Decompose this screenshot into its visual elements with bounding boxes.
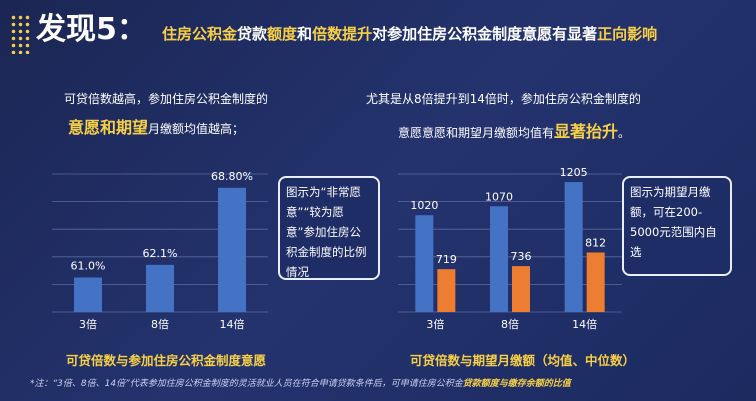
x-tick-label: 14倍 [220,317,245,331]
subtitle-segment: 和 [297,25,313,43]
bar [512,266,530,312]
right-text-2: 意愿意愿和期望月缴额均值有显著抬升。 [398,118,630,142]
value-label: 719 [436,253,457,266]
callout: 图示为期望月缴额，可在200-5000元范围内自选 [622,176,732,276]
subtitle-segment: 正向影响 [597,25,658,43]
callout: 图示为“非常愿意”“较为愿意”参加住房公积金制度的比例情况 [278,176,380,280]
chart-caption: 可贷倍数与期望月缴额（均值、中位数） [410,353,636,368]
title: 发现5： [36,12,147,47]
subtitle: 住房公积金贷款额度和倍数提升对参加住房公积金制度意愿有显著正向影响 [162,22,752,46]
value-label: 812 [585,236,606,249]
text: 意愿意愿和期望月缴额均值有 [398,126,555,140]
chart-caption: 可贷倍数与参加住房公积金制度意愿 [66,353,267,368]
subtitle-segment: 住房公积金 [162,25,238,43]
dots [10,14,32,54]
value-label: 1070 [485,190,513,203]
right-text: 尤其是从8倍提升到14倍时，参加住房公积金制度的 [366,92,641,106]
bar [437,269,456,312]
footnote: *注：“3倍、8倍、14倍”代表参加住房公积金制度的灵活就业人员在符合申请贷款条… [30,376,571,389]
text: 。 [618,126,631,140]
highlight: 显著抬升 [554,122,619,141]
subtitle-segment: 对参加住房公积金制度意愿有显著 [372,25,598,43]
highlight: 贷款额度与缴存余额的比值 [462,379,571,389]
x-tick-label: 8倍 [501,317,519,331]
text: *注：“3倍、8倍、14倍”代表参加住房公积金制度的灵活就业人员在符合申请贷款条… [30,379,463,389]
x-tick-label: 3倍 [426,317,444,331]
subtitle-segment: 倍数提升 [312,25,373,43]
bar [74,277,102,312]
value-label: 61.0% [71,260,106,273]
bar [490,206,508,312]
highlight: 意愿和期望 [68,118,149,137]
x-tick-label: 14倍 [572,317,597,331]
value-label: 1205 [560,166,588,179]
subtitle-segment: 贷款 [237,25,268,43]
subtitle-segment: 额度 [267,25,298,43]
value-label: 1020 [410,199,438,212]
bar [415,215,434,312]
bar [564,182,583,312]
left-text-2: 意愿和期望月缴额均值越高； [68,114,244,138]
text: 月缴额均值越高； [148,122,245,136]
left-text: 可贷倍数越高，参加住房公积金制度的 [64,92,269,106]
value-label: 68.80% [211,170,253,183]
value-label: 736 [511,250,532,263]
bar [586,252,605,312]
x-tick-label: 3倍 [79,317,97,331]
x-tick-label: 8倍 [151,317,169,331]
value-label: 62.1% [143,247,178,260]
bar [218,187,246,312]
bar [146,264,174,312]
